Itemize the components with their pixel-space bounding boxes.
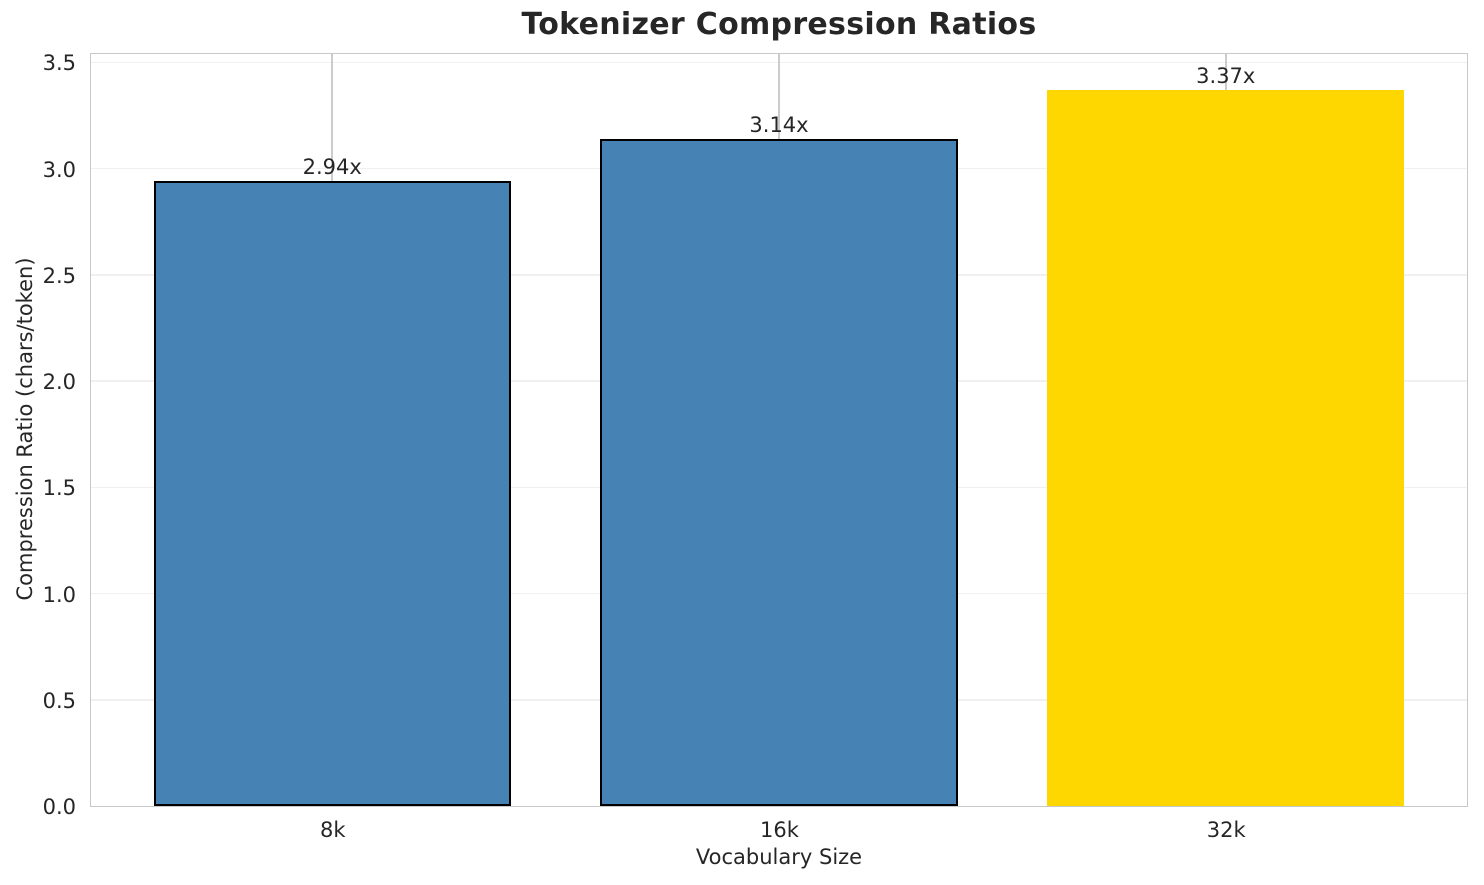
bar-16k xyxy=(600,138,958,806)
x-tick-label: 8k xyxy=(319,818,346,842)
y-axis-ticks: 0.0 0.5 1.0 1.5 2.0 2.5 3.0 3.5 xyxy=(0,0,76,885)
y-tick-label: 2.5 xyxy=(42,263,76,288)
bar-8k xyxy=(153,181,511,806)
chart-title: Tokenizer Compression Ratios xyxy=(521,7,1037,42)
y-tick-label: 0.5 xyxy=(42,688,76,713)
y-tick-label: 2.0 xyxy=(42,370,76,395)
y-tick-label: 1.0 xyxy=(42,582,76,607)
bar-value-label: 2.94x xyxy=(302,155,362,180)
bar-value-label: 3.37x xyxy=(1196,64,1256,89)
y-tick-label: 1.5 xyxy=(42,476,76,501)
bar-32k xyxy=(1047,90,1405,806)
x-tick-label: 32k xyxy=(1206,818,1246,842)
plot-area: 2.94x 3.14x 3.37x xyxy=(90,53,1468,807)
y-tick-label: 0.0 xyxy=(42,795,76,819)
x-axis-label: Vocabulary Size xyxy=(695,845,863,869)
bar-value-label: 3.14x xyxy=(749,112,809,137)
y-tick-label: 3.5 xyxy=(42,51,76,76)
y-tick-label: 3.0 xyxy=(42,157,76,182)
x-tick-label: 16k xyxy=(760,818,799,842)
